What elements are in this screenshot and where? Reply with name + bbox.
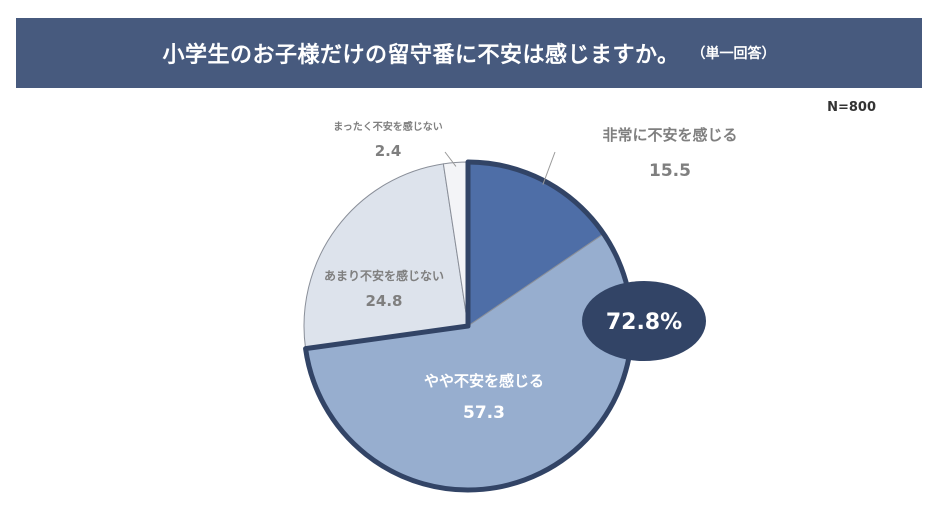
answer-type-note: （単一回答） (691, 46, 776, 62)
slice-value-1: 15.5 (649, 161, 691, 181)
total-badge: 72.8% (582, 281, 706, 361)
chart-title-bar: 小学生のお子様だけの留守番に不安は感じますか。 （単一回答） (16, 18, 922, 88)
slice-label-3: あまり不安を感じない (324, 268, 444, 283)
total-badge-ellipse (582, 281, 706, 361)
slice-labels: 非常に不安を感じる 15.5 やや不安を感じる 57.3 あまり不安を感じない 24.8 ま… (324, 120, 738, 423)
highlight-outline (303, 159, 635, 493)
leader-lines (444, 151, 556, 185)
slice-label-1: 非常に不安を感じる (602, 126, 737, 144)
leader-line-4 (444, 151, 457, 167)
slice-label-4: まったく不安を感じない (333, 120, 443, 133)
slice-value-3: 24.8 (365, 292, 402, 310)
highlight-group-outline (303, 159, 635, 493)
leader-line-1 (542, 151, 556, 185)
sample-size-label: N=800 (827, 100, 876, 115)
slice-value-4: 2.4 (375, 142, 402, 160)
chart-title: 小学生のお子様だけの留守番に不安は感じますか。 (162, 43, 680, 68)
total-badge-value: 72.8% (606, 310, 682, 335)
pie-slice-3 (303, 163, 469, 350)
slice-label-2: やや不安を感じる (424, 372, 544, 390)
slice-value-2: 57.3 (463, 403, 505, 423)
